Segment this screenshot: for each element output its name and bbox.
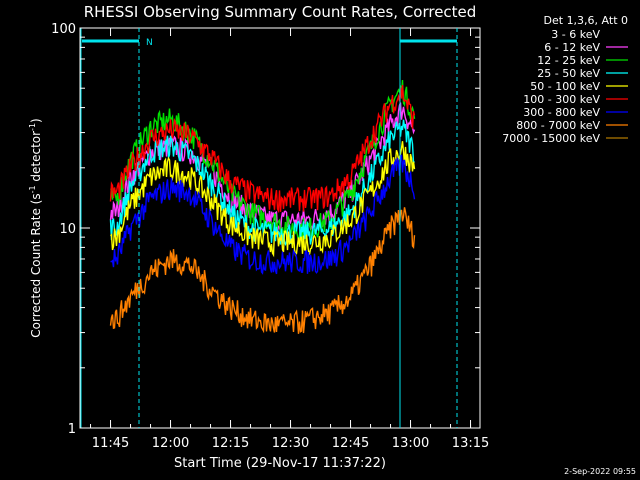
chart-title: RHESSI Observing Summary Count Rates, Co… <box>84 3 477 21</box>
annotation-label: N <box>146 38 153 48</box>
legend-label-0: 3 - 6 keV <box>551 28 600 41</box>
x-tick-label-3: 12:30 <box>272 436 309 451</box>
legend-label-4: 50 - 100 keV <box>530 80 600 93</box>
x-tick-label-1: 12:00 <box>152 436 189 451</box>
y-axis-label-end: ) <box>29 118 43 123</box>
y-axis-label-sup2: -1 <box>28 123 37 131</box>
y-axis-label-main: Corrected Count Rate (s <box>29 193 43 337</box>
legend-title: Det 1,3,6, Att 0 <box>544 14 628 27</box>
x-tick-label-5: 13:00 <box>392 436 429 451</box>
x-tick-label-6: 13:15 <box>452 436 489 451</box>
legend-label-7: 800 - 7000 keV <box>516 119 600 132</box>
legend-label-2: 12 - 25 keV <box>537 54 600 67</box>
legend-label-6: 300 - 800 keV <box>523 106 600 119</box>
x-tick-label-4: 12:45 <box>332 436 369 451</box>
x-tick-label-2: 12:15 <box>212 436 249 451</box>
y-axis-label-mid: detector <box>29 131 43 186</box>
y-tick-label-1: 10 <box>59 222 76 237</box>
legend-label-3: 25 - 50 keV <box>537 67 600 80</box>
series-line-6 <box>110 154 416 275</box>
timestamp: 2-Sep-2022 09:55 <box>564 467 636 476</box>
legend-label-1: 6 - 12 keV <box>544 41 600 54</box>
y-tick-label-0: 1 <box>68 422 76 437</box>
series-line-2 <box>110 79 416 242</box>
legend-label-5: 100 - 300 keV <box>523 93 600 106</box>
series-line-0 <box>109 89 416 146</box>
axes-layer: 11:45 12:00 12:15 12:30 12:45 13:00 13:15 1 10 10… <box>51 22 489 451</box>
series-layer <box>109 79 416 334</box>
y-tick-label-2: 100 <box>51 22 76 37</box>
legend-label-8: 7000 - 15000 keV <box>502 132 600 145</box>
x-axis-label: Start Time (29-Nov-17 11:37:22) <box>174 456 386 471</box>
series-line-4 <box>110 141 416 258</box>
y-axis-label-sup1: -1 <box>28 185 37 193</box>
x-tick-label-0: 11:45 <box>92 436 129 451</box>
y-axis-label: Corrected Count Rate (s-1 detector-1) <box>28 118 43 337</box>
series-line-7 <box>109 207 416 334</box>
series-line-5 <box>109 84 416 214</box>
series-line-3 <box>109 119 415 246</box>
